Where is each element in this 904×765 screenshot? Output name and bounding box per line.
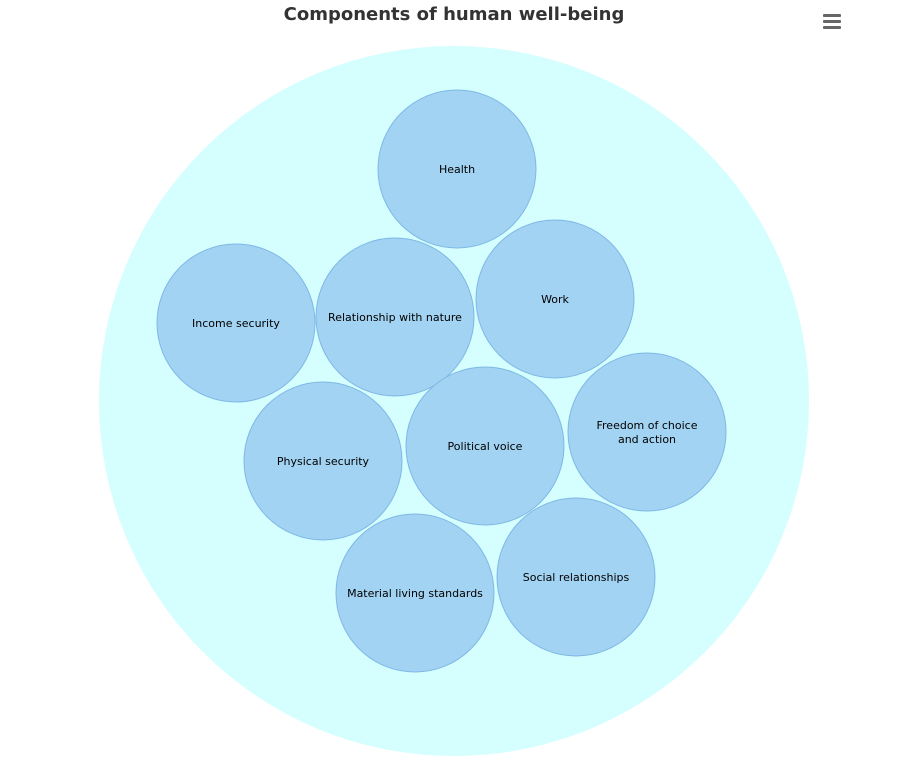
bubble-physical-security[interactable]: Physical security — [243, 381, 403, 541]
hamburger-menu-icon-bar — [823, 25, 841, 29]
chart-title: Components of human well-being — [283, 4, 625, 25]
bubble-circle[interactable] — [156, 243, 316, 403]
bubble-label: Income security — [192, 317, 280, 330]
bubble-circle[interactable] — [335, 513, 495, 673]
bubble-circle[interactable] — [315, 237, 475, 397]
bubble-circle[interactable] — [496, 497, 656, 657]
bubble-health[interactable]: Health — [377, 89, 537, 249]
bubble-circle[interactable] — [405, 366, 565, 526]
bubble-label: Political voice — [448, 440, 523, 453]
bubble-label: and action — [618, 433, 676, 446]
bubble-social-relationships[interactable]: Social relationships — [496, 497, 656, 657]
bubble-label: Work — [541, 293, 569, 306]
bubble-label: Freedom of choice — [597, 419, 698, 432]
bubble-label: Health — [439, 163, 475, 176]
hamburger-menu-icon — [823, 13, 841, 17]
bubble-circle[interactable] — [475, 219, 635, 379]
bubble-label: Material living standards — [347, 587, 483, 600]
hamburger-menu-icon-bar — [823, 19, 841, 23]
bubble-work[interactable]: Work — [475, 219, 635, 379]
bubble-material-living-standards[interactable]: Material living standards — [335, 513, 495, 673]
bubble-label: Physical security — [277, 455, 370, 468]
bubble-circle[interactable] — [377, 89, 537, 249]
bubble-political-voice[interactable]: Political voice — [405, 366, 565, 526]
bubble-circle[interactable] — [567, 352, 727, 512]
bubble-relationship-with-nature[interactable]: Relationship with nature — [315, 237, 475, 397]
bubble-circle[interactable] — [243, 381, 403, 541]
bubble-label: Relationship with nature — [328, 311, 462, 324]
bubble-label: Social relationships — [523, 571, 630, 584]
bubble-income-security[interactable]: Income security — [156, 243, 316, 403]
chart-menu-button[interactable] — [816, 8, 848, 34]
